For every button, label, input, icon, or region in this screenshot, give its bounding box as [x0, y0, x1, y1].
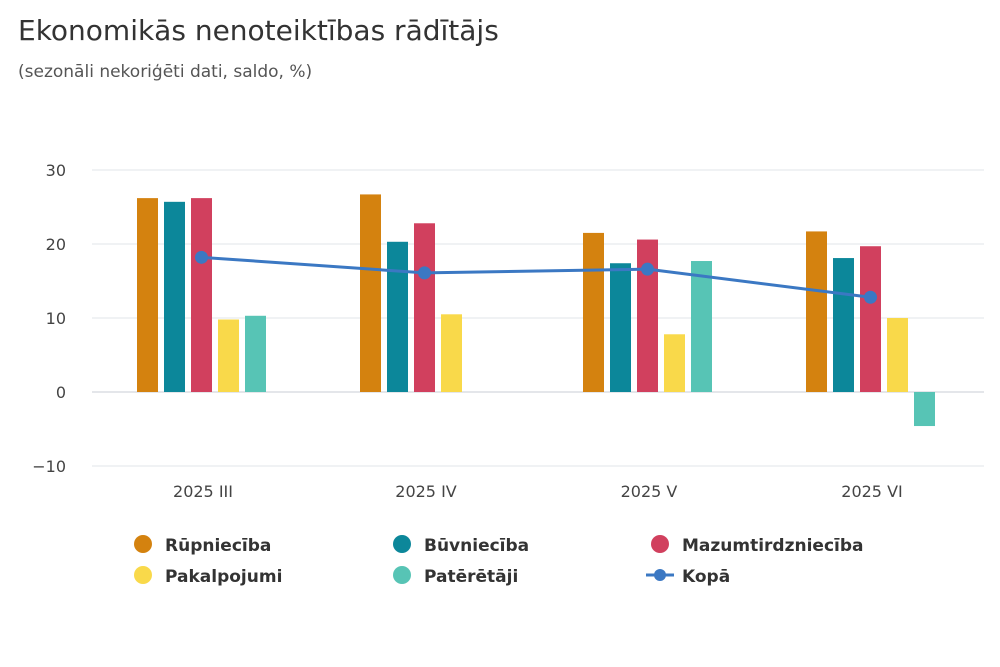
line-point: [195, 250, 208, 264]
y-tick-label: 0: [56, 383, 66, 402]
bar: [441, 314, 462, 392]
bar: [137, 198, 158, 392]
legend-marker: [651, 535, 669, 553]
legend: Rūpniecība Būvniecība Mazumtirdzniecība …: [134, 535, 864, 587]
legend-item-mazumtirdznieciba[interactable]: Mazumtirdzniecība: [651, 535, 864, 556]
total-line-path: [201, 255, 871, 299]
legend-item-pateretaji[interactable]: Patērētāji: [393, 566, 518, 587]
bar: [833, 258, 854, 392]
bars: [137, 194, 935, 427]
bar: [218, 319, 239, 392]
line-point: [418, 266, 431, 280]
bar: [191, 198, 212, 392]
legend-label: Pakalpojumi: [165, 567, 282, 587]
x-axis-labels: 2025 III 2025 IV 2025 V 2025 VI: [173, 482, 903, 501]
legend-marker: [134, 535, 152, 553]
legend-item-pakalpojumi[interactable]: Pakalpojumi: [134, 566, 282, 587]
y-axis-ticks: 30 20 10 0 −10: [32, 161, 66, 476]
line-point: [864, 290, 877, 304]
chart-subtitle: (sezonāli nekoriģēti dati, saldo, %): [18, 62, 313, 82]
y-tick-label: 20: [46, 235, 66, 254]
bar: [860, 246, 881, 392]
legend-item-kopa[interactable]: Kopā: [646, 567, 730, 587]
bar: [691, 261, 712, 392]
x-category-label: 2025 III: [173, 482, 233, 501]
legend-label: Rūpniecība: [165, 536, 271, 556]
bar: [164, 201, 185, 392]
bar: [610, 263, 631, 392]
bar: [387, 241, 408, 392]
x-category-label: 2025 V: [621, 482, 678, 501]
legend-item-rupnieciba[interactable]: Rūpniecība: [134, 535, 271, 556]
legend-marker: [654, 569, 666, 581]
legend-label: Būvniecība: [424, 536, 529, 556]
line-point: [641, 262, 654, 276]
legend-item-buvnieciba[interactable]: Būvniecība: [393, 535, 529, 556]
total-line: [195, 250, 877, 304]
y-tick-label: 30: [46, 161, 66, 180]
y-tick-label: 10: [46, 309, 66, 328]
x-category-label: 2025 VI: [841, 482, 902, 501]
legend-marker: [134, 566, 152, 584]
bar: [806, 231, 827, 392]
bar: [360, 194, 381, 392]
legend-label: Mazumtirdzniecība: [682, 536, 864, 556]
legend-marker: [393, 566, 411, 584]
x-category-label: 2025 IV: [395, 482, 457, 501]
legend-marker: [393, 535, 411, 553]
bar: [637, 239, 658, 392]
bar: [414, 223, 435, 392]
bar: [245, 315, 266, 392]
y-tick-label: −10: [32, 457, 66, 476]
bar: [914, 392, 935, 427]
chart-title: Ekonomikās nenoteiktības rādītājs: [18, 14, 499, 47]
legend-label: Kopā: [682, 567, 730, 587]
bar: [583, 232, 604, 392]
legend-label: Patērētāji: [424, 567, 518, 587]
bar: [664, 334, 685, 392]
bar: [887, 318, 908, 392]
